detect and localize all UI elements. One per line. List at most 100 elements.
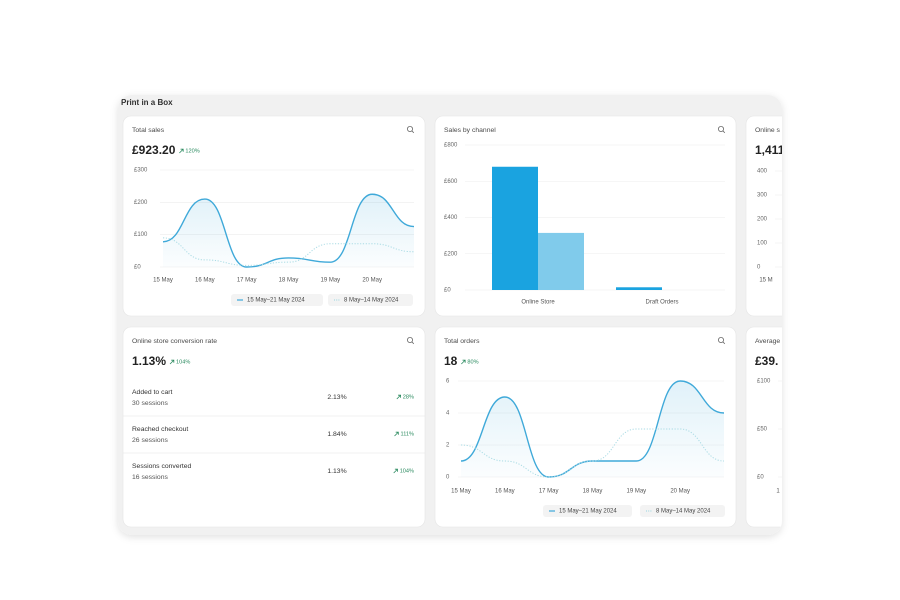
trend-arrow — [393, 468, 398, 474]
chart-icon[interactable] — [718, 336, 725, 343]
line — [460, 428, 725, 478]
legend-label: 15 May–21 May 2024 — [247, 298, 305, 304]
change-badge: 111% — [401, 431, 415, 437]
card-title: Online s — [755, 127, 781, 134]
card-value: 1.13% — [132, 354, 166, 368]
y-tick-label: 400 — [757, 169, 768, 175]
y-tick-label: 6 — [446, 379, 450, 385]
legend-item[interactable] — [543, 505, 632, 517]
x-tick-label: 19 May — [626, 489, 646, 495]
legend-label: 8 May–14 May 2024 — [656, 509, 711, 515]
row-rate: 2.13% — [327, 394, 346, 401]
y-tick-label: £200 — [134, 200, 148, 206]
y-tick-label: 0 — [757, 265, 761, 271]
chart-icon — [722, 130, 726, 134]
x-tick-label: 20 May — [670, 489, 690, 495]
card-title: Total sales — [132, 127, 165, 134]
y-tick-label: 200 — [757, 217, 768, 223]
row-label: Added to cart — [132, 389, 173, 396]
card — [745, 115, 782, 317]
y-tick-label: £100 — [757, 379, 771, 385]
store-title: Print in a Box — [121, 98, 173, 107]
y-tick-label: £50 — [757, 427, 768, 433]
y-tick-label: 2 — [446, 443, 450, 449]
legend-item[interactable] — [328, 294, 413, 306]
bar — [616, 287, 662, 290]
trend-arrow — [461, 359, 466, 365]
x-tick-label: 15 May — [153, 278, 173, 284]
y-tick-label: 4 — [446, 411, 450, 417]
trend-arrow — [394, 431, 399, 437]
trend-arrow — [179, 148, 184, 154]
x-tick-label: 19 May — [320, 278, 340, 284]
x-tick-label: 16 May — [195, 278, 215, 284]
y-tick-label: £0 — [444, 288, 451, 294]
x-tick-label: 17 May — [539, 489, 559, 495]
change-badge: 120% — [185, 148, 199, 154]
chart-icon — [411, 130, 415, 134]
trend-arrow — [169, 359, 175, 365]
chart-icon — [411, 341, 415, 345]
trend-arrow — [396, 394, 401, 400]
x-tick-label: 15 May — [451, 489, 471, 495]
chart-icon[interactable] — [718, 126, 725, 133]
row-rate: 1.84% — [327, 431, 346, 438]
card — [434, 115, 737, 317]
change-badge: 104% — [400, 468, 414, 474]
y-tick-label: 100 — [757, 241, 768, 247]
y-tick-label: £100 — [134, 232, 148, 238]
card-title: Sales by channel — [444, 127, 496, 134]
y-tick-label: £0 — [757, 475, 764, 481]
y-tick-label: 0 — [446, 475, 450, 481]
x-tick-label: Draft Orders — [645, 300, 678, 306]
row-label: Sessions converted — [132, 463, 192, 470]
card-title: Average — [755, 338, 780, 345]
y-tick-label: £800 — [444, 143, 458, 149]
y-tick-label: £0 — [134, 265, 141, 271]
y-tick-label: £600 — [444, 179, 458, 185]
change-badge: 80% — [467, 359, 478, 365]
legend-item[interactable] — [640, 505, 725, 517]
row-sessions: 16 sessions — [132, 474, 168, 481]
x-tick-label: 15 M — [759, 278, 772, 284]
area — [461, 381, 724, 477]
bar — [538, 232, 584, 290]
line — [460, 380, 725, 478]
y-tick-label: £300 — [134, 168, 148, 174]
card-value: 1,411 — [755, 143, 785, 157]
area — [163, 194, 414, 267]
line — [162, 193, 415, 268]
chart-icon[interactable] — [406, 126, 413, 133]
card-title: Total orders — [444, 338, 480, 345]
legend-label: 15 May–21 May 2024 — [559, 509, 617, 515]
chart-icon — [722, 341, 726, 345]
row-sessions: 26 sessions — [132, 437, 168, 444]
panel-content: Print in a Box Total sales £923.20 120% £0 £… — [121, 98, 785, 528]
y-tick-label: 300 — [757, 193, 768, 199]
x-tick-label: Online Store — [521, 300, 555, 306]
row-rate: 1.13% — [327, 468, 346, 475]
card-value: £923.20 — [132, 143, 176, 157]
x-tick-label: 1 — [776, 489, 780, 495]
chart-icon[interactable] — [406, 336, 413, 343]
card — [122, 326, 426, 528]
x-tick-label: 18 May — [583, 489, 603, 495]
card-value: £39. — [755, 354, 778, 368]
card — [745, 326, 782, 528]
legend-item[interactable] — [231, 294, 323, 306]
change-badge: 28% — [403, 394, 414, 400]
card-title: Online store conversion rate — [132, 338, 217, 345]
card-value: 18 — [444, 354, 458, 368]
x-tick-label: 20 May — [362, 278, 382, 284]
change-badge: 104% — [176, 359, 190, 365]
legend-label: 8 May–14 May 2024 — [344, 298, 399, 304]
y-tick-label: £400 — [444, 215, 458, 221]
y-tick-label: £200 — [444, 251, 458, 257]
row-sessions: 30 sessions — [132, 400, 168, 407]
line — [162, 237, 415, 266]
row-label: Reached checkout — [132, 426, 188, 433]
bar — [492, 166, 538, 290]
x-tick-label: 17 May — [237, 278, 257, 284]
